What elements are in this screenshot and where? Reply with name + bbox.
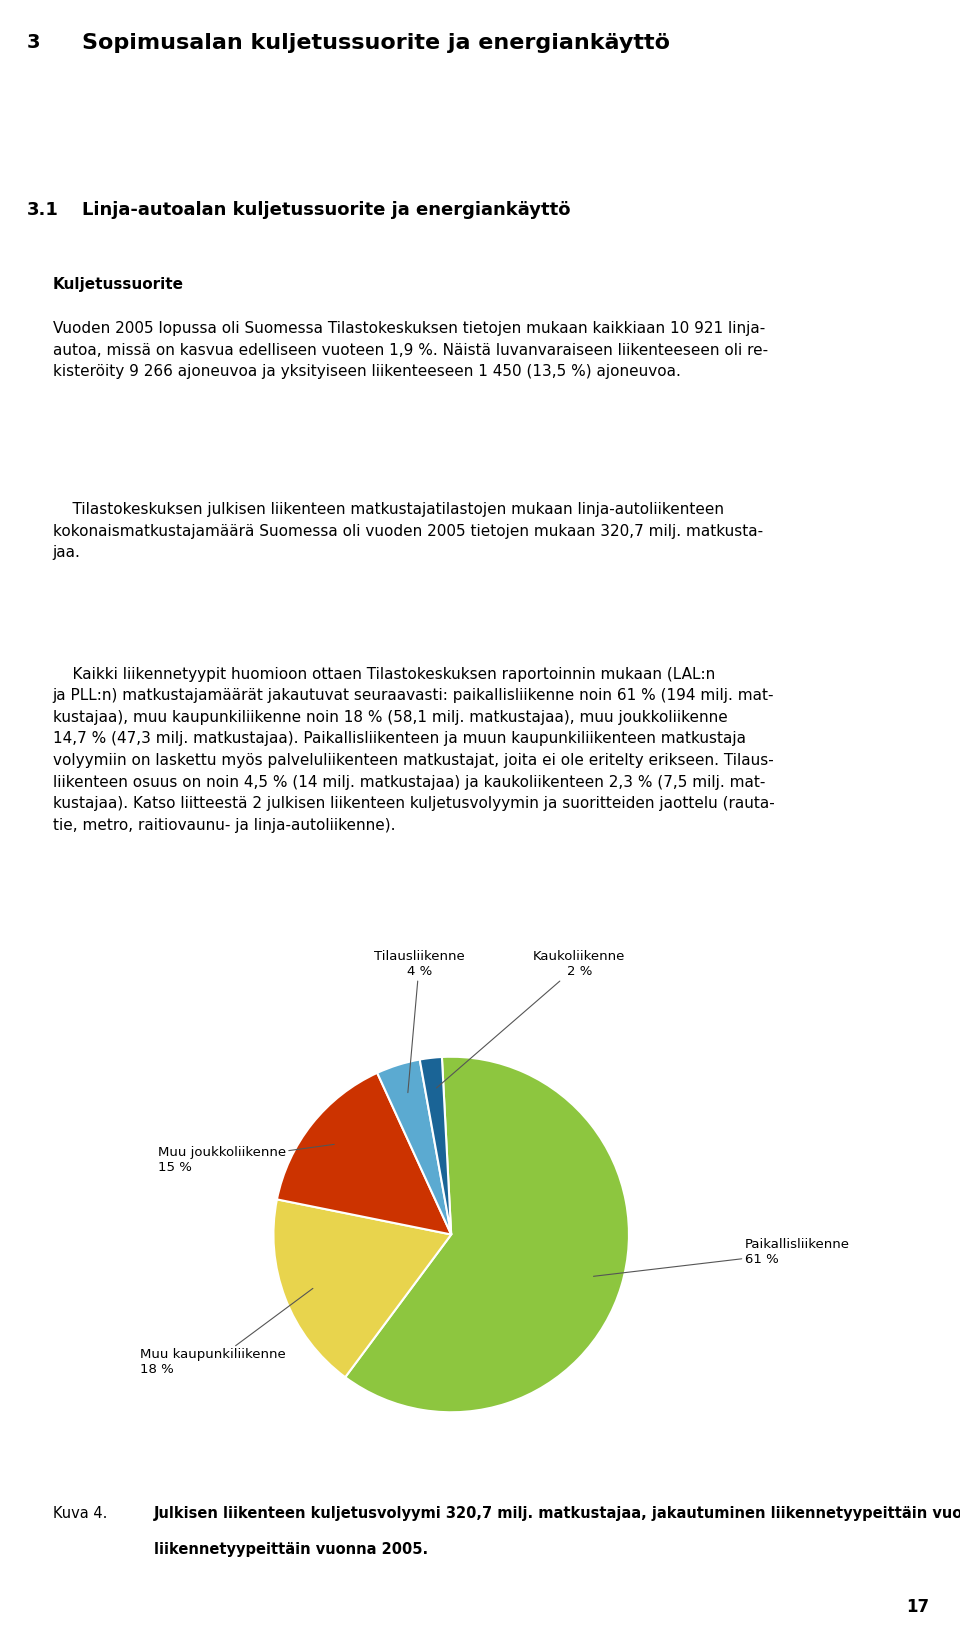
- Text: Kuljetussuorite: Kuljetussuorite: [53, 277, 183, 291]
- Text: 17: 17: [906, 1598, 929, 1616]
- Text: 3.1: 3.1: [27, 201, 59, 219]
- Text: Kaukoliikenne
2 %: Kaukoliikenne 2 %: [437, 950, 625, 1088]
- Text: liikennetyypeittäin vuonna 2005.: liikennetyypeittäin vuonna 2005.: [154, 1542, 428, 1557]
- Text: Tilastokeskuksen julkisen liikenteen matkustajatilastojen mukaan linja-autoliike: Tilastokeskuksen julkisen liikenteen mat…: [53, 502, 763, 560]
- Text: Muu joukkoliikenne
15 %: Muu joukkoliikenne 15 %: [157, 1144, 334, 1174]
- Wedge shape: [420, 1057, 451, 1234]
- Wedge shape: [274, 1200, 451, 1378]
- Text: Muu kaupunkiliikenne
18 %: Muu kaupunkiliikenne 18 %: [140, 1289, 313, 1376]
- Text: 3: 3: [27, 33, 40, 53]
- Text: Linja-autoalan kuljetussuorite ja energiankäyttö: Linja-autoalan kuljetussuorite ja energi…: [82, 201, 570, 219]
- Wedge shape: [346, 1057, 629, 1412]
- Text: Julkisen liikenteen kuljetusvolyymi 320,7 milj. matkustajaa, jakautuminen liiken: Julkisen liikenteen kuljetusvolyymi 320,…: [154, 1506, 960, 1521]
- Text: Vuoden 2005 lopussa oli Suomessa Tilastokeskuksen tietojen mukaan kaikkiaan 10 9: Vuoden 2005 lopussa oli Suomessa Tilasto…: [53, 321, 768, 379]
- Text: Kuva 4.: Kuva 4.: [53, 1506, 108, 1521]
- Text: Sopimusalan kuljetussuorite ja energiankäyttö: Sopimusalan kuljetussuorite ja energiank…: [82, 33, 670, 53]
- Text: Tilausliikenne
4 %: Tilausliikenne 4 %: [373, 950, 465, 1093]
- Wedge shape: [377, 1060, 451, 1234]
- Wedge shape: [276, 1073, 451, 1234]
- Text: Paikallisliikenne
61 %: Paikallisliikenne 61 %: [593, 1238, 850, 1276]
- Text: Kaikki liikennetyypit huomioon ottaen Tilastokeskuksen raportoinnin mukaan (LAL:: Kaikki liikennetyypit huomioon ottaen Ti…: [53, 667, 775, 833]
